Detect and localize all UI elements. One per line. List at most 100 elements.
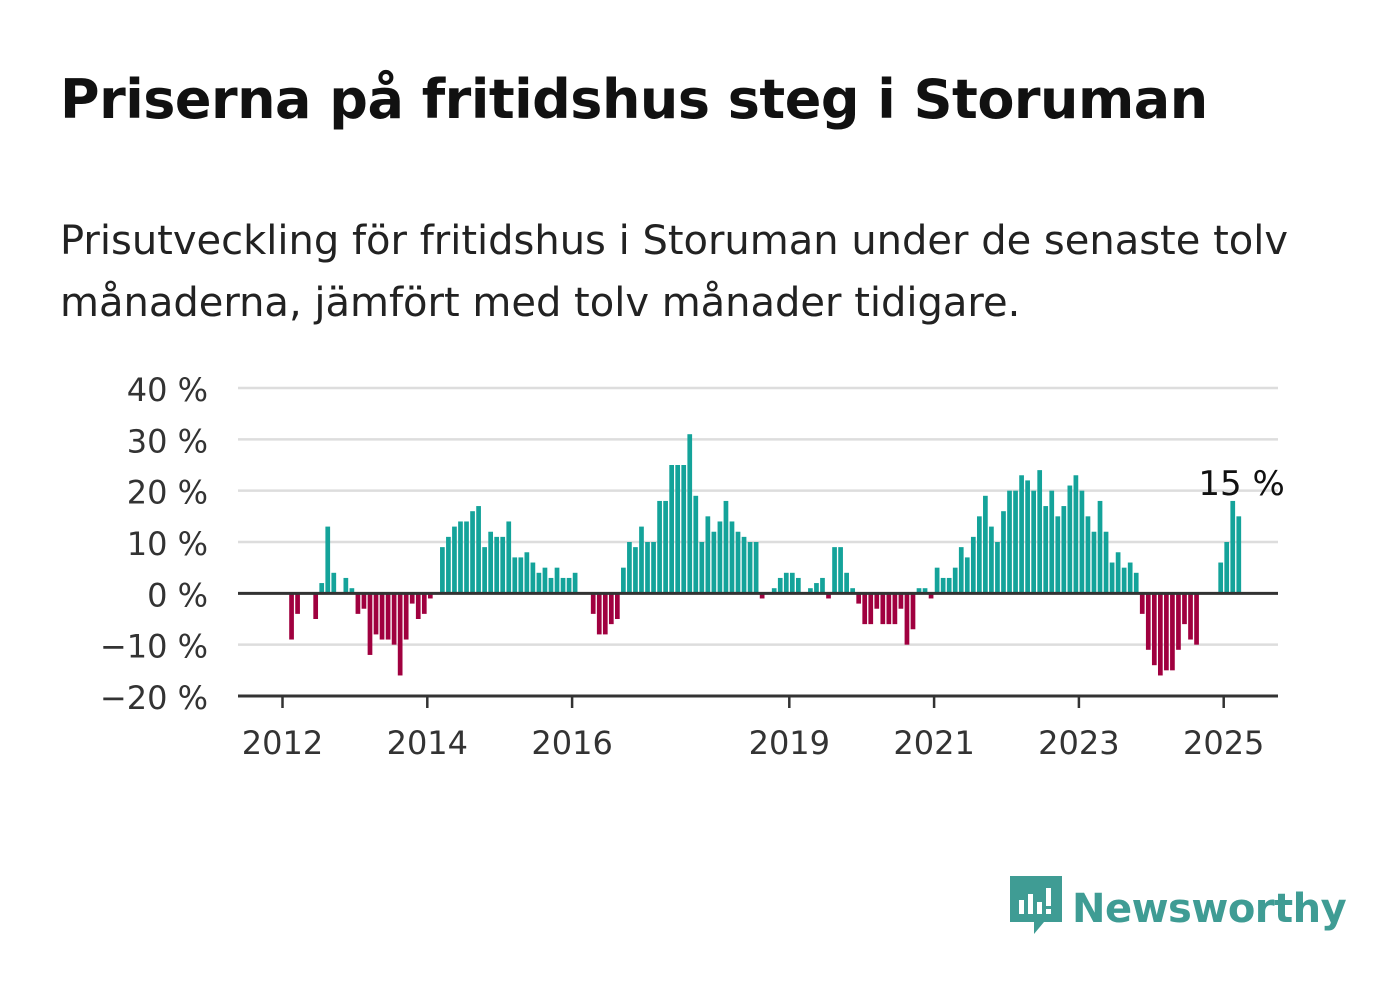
bar [789,572,795,594]
bar [1019,475,1024,594]
bar [427,593,433,599]
bar [409,593,415,604]
bar [705,516,711,594]
bar [355,593,361,614]
bar [464,521,469,594]
bar [814,583,819,594]
bar [795,577,801,594]
bar [440,547,445,594]
bar [759,593,765,599]
bar [1103,531,1109,594]
newsworthy-brand[interactable]: Newsworthy [1010,876,1347,940]
bar [934,567,940,594]
bar [373,593,379,635]
bar [343,577,349,594]
bar [608,593,614,625]
bar [325,526,331,594]
bar [391,593,397,645]
bar [940,577,946,594]
bar [1109,562,1115,594]
bar [904,593,910,645]
y-tick-label: 20 % [127,474,208,512]
bar [747,542,753,594]
bar [1182,593,1187,625]
bar [838,547,843,594]
bar [403,593,409,640]
bar [361,593,367,609]
bar [898,593,904,609]
bar [421,593,427,614]
bar [1115,552,1121,594]
x-tick-label: 2016 [531,724,612,762]
bar [566,577,572,594]
bar [482,547,487,594]
bar [693,495,699,594]
bar [494,536,500,594]
bar [1176,593,1181,650]
bar [602,593,608,635]
bar [313,593,319,619]
bar [681,465,687,594]
bar [741,536,747,594]
bar [1157,593,1163,676]
bar [627,542,632,594]
bar [1230,500,1236,594]
bar [1151,593,1157,666]
bar [452,526,457,594]
bar [458,521,463,594]
bar [1073,475,1079,594]
bar [989,526,994,594]
bar [645,542,650,594]
bar [868,593,874,625]
chart-title: Priserna på fritidshus steg i Storuman [60,68,1208,131]
bar [1031,490,1037,594]
bar [892,593,898,625]
bar [729,521,735,594]
bar [415,593,421,619]
bar [621,567,626,594]
bar [844,572,849,594]
bar [1133,572,1139,594]
bar [1079,490,1085,594]
bar [976,516,982,594]
x-tick-label: 2014 [387,724,468,762]
bar [783,572,789,594]
bar [446,536,451,594]
bar [1043,506,1049,594]
bars [289,434,1242,676]
bar [862,593,868,625]
bar [1001,511,1006,594]
bar [1007,490,1012,594]
bar [1085,516,1091,594]
bar [1091,531,1097,594]
bar [717,521,723,594]
bar [331,572,337,594]
bar [319,583,325,594]
bar [928,593,934,599]
bar [349,588,355,594]
bar [524,552,530,594]
bar [946,577,952,594]
y-tick-label: 0 % [147,576,208,614]
bar [958,547,964,594]
y-tick-label: 40 % [127,371,208,409]
bar [536,572,542,594]
y-tick-label: 10 % [127,525,208,563]
bar [856,593,862,604]
bar [886,593,892,625]
x-tick-label: 2021 [893,724,974,762]
bar [554,567,560,594]
bar [1121,567,1127,594]
bar [548,577,554,594]
bar [1139,593,1145,614]
bar [590,593,596,614]
bar [1145,593,1151,650]
x-tick-label: 2025 [1183,724,1264,762]
bar [1194,593,1199,645]
y-tick-label: −20 % [100,679,208,717]
bar [1127,562,1133,594]
bar [385,593,391,640]
bar [916,588,922,594]
bar [512,557,518,594]
bar [983,495,988,594]
